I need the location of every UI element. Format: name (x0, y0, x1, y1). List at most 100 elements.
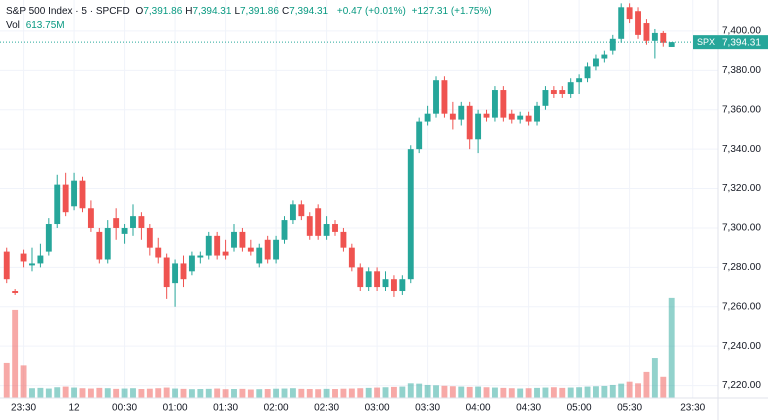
candle-body (104, 227, 111, 260)
candle-body (475, 113, 482, 140)
x-tick-label: 23:30 (680, 403, 705, 414)
y-tick-label: 7,360.00 (722, 104, 761, 115)
candle-body (323, 224, 330, 236)
volume-bar (517, 388, 524, 398)
x-tick-label: 05:30 (617, 403, 642, 414)
candle-body (71, 180, 78, 207)
candle-body (197, 255, 204, 258)
candle-body (155, 247, 162, 258)
volume-bar (651, 358, 658, 398)
volume-bar (475, 386, 482, 398)
volume-bar (550, 387, 557, 398)
volume-bar (340, 388, 347, 398)
volume-bar (256, 389, 263, 398)
ohlc-label: O (135, 6, 144, 17)
y-tick-label: 7,400.00 (722, 26, 761, 37)
candle-body (62, 184, 69, 213)
volume-bar (188, 389, 195, 398)
ohlc-label: L (234, 6, 240, 17)
y-tick-label: 7,220.00 (722, 380, 761, 391)
y-tick-label: 7,380.00 (722, 65, 761, 76)
candle-body (365, 271, 372, 288)
change: +0.47 (+0.01%) (336, 6, 406, 17)
candle-body (534, 105, 540, 122)
candle-body (348, 247, 355, 268)
candle-body (424, 113, 431, 122)
candle-body (298, 204, 305, 217)
volume-bar (138, 389, 145, 398)
x-tick-label: 02:00 (264, 403, 289, 414)
volume-bar (197, 389, 204, 398)
candle-body (576, 78, 583, 83)
candle-body (399, 279, 406, 292)
candle-body (458, 105, 465, 120)
candle-body (491, 90, 498, 118)
volume-bar (29, 388, 35, 398)
change-session: +127.31 (+1.75%) (411, 6, 492, 17)
volume-bar (172, 388, 179, 398)
volume-bar (315, 389, 322, 398)
candle-body (87, 208, 94, 228)
y-tick-label: 7,320.00 (722, 183, 761, 194)
candle-body (567, 82, 574, 94)
candle-body (449, 113, 456, 120)
volume-bar (483, 387, 490, 398)
candle-body (306, 216, 313, 236)
candle-body (433, 80, 439, 114)
volume-bar (306, 389, 313, 398)
volume-bar (298, 388, 305, 398)
candle-body (256, 247, 263, 264)
volume-bar (491, 387, 498, 398)
candle-body (289, 204, 296, 221)
volume-bar (62, 386, 69, 398)
volume-bar (609, 384, 616, 398)
candle-body (525, 115, 532, 122)
candle-body (315, 208, 322, 236)
candle-body (188, 255, 195, 272)
x-tick-label: 01:00 (163, 403, 188, 414)
candle-body (45, 224, 52, 252)
vol-label: Vol (6, 20, 20, 31)
candle-body (180, 263, 187, 280)
candle-body (500, 90, 507, 118)
volume-bar (508, 388, 515, 398)
volume-bar (12, 309, 19, 398)
volume-bar (71, 387, 78, 398)
volume-bar (357, 388, 364, 398)
candle-body (668, 42, 675, 47)
volume-bar (576, 387, 583, 398)
volume-bar (525, 388, 532, 398)
volume-bar (382, 387, 389, 398)
candle-body (12, 291, 19, 293)
candle-body (508, 113, 515, 120)
ohlc-value: 7,394.31 (192, 6, 232, 17)
candle-body (163, 257, 170, 288)
candle-body (542, 90, 549, 106)
candle-body (3, 251, 10, 280)
volume-bar (441, 385, 448, 398)
candle-body (247, 247, 254, 252)
volume-bar (239, 388, 246, 398)
volume-bar (466, 386, 473, 398)
candle-body (483, 113, 490, 118)
candle-body (113, 218, 120, 228)
ohlc-label: H (185, 6, 193, 17)
x-tick-label: 00:30 (112, 403, 137, 414)
volume-bar (559, 387, 566, 398)
candle-body (466, 105, 473, 140)
volume-bar (96, 387, 103, 398)
volume-bar (3, 362, 10, 398)
ohlc-value: 7,391.86 (143, 6, 183, 17)
volume-bar (348, 388, 355, 398)
volume-bar (500, 387, 507, 398)
volume-bar (281, 388, 288, 398)
volume-legend: Vol 613.75M (6, 20, 68, 31)
volume-bar (121, 388, 128, 398)
candle-body (550, 90, 557, 94)
volume-bar (416, 383, 423, 398)
candle-body (96, 231, 103, 260)
volume-bar (635, 383, 641, 398)
volume-bar (449, 386, 456, 398)
candle-body (239, 231, 246, 248)
